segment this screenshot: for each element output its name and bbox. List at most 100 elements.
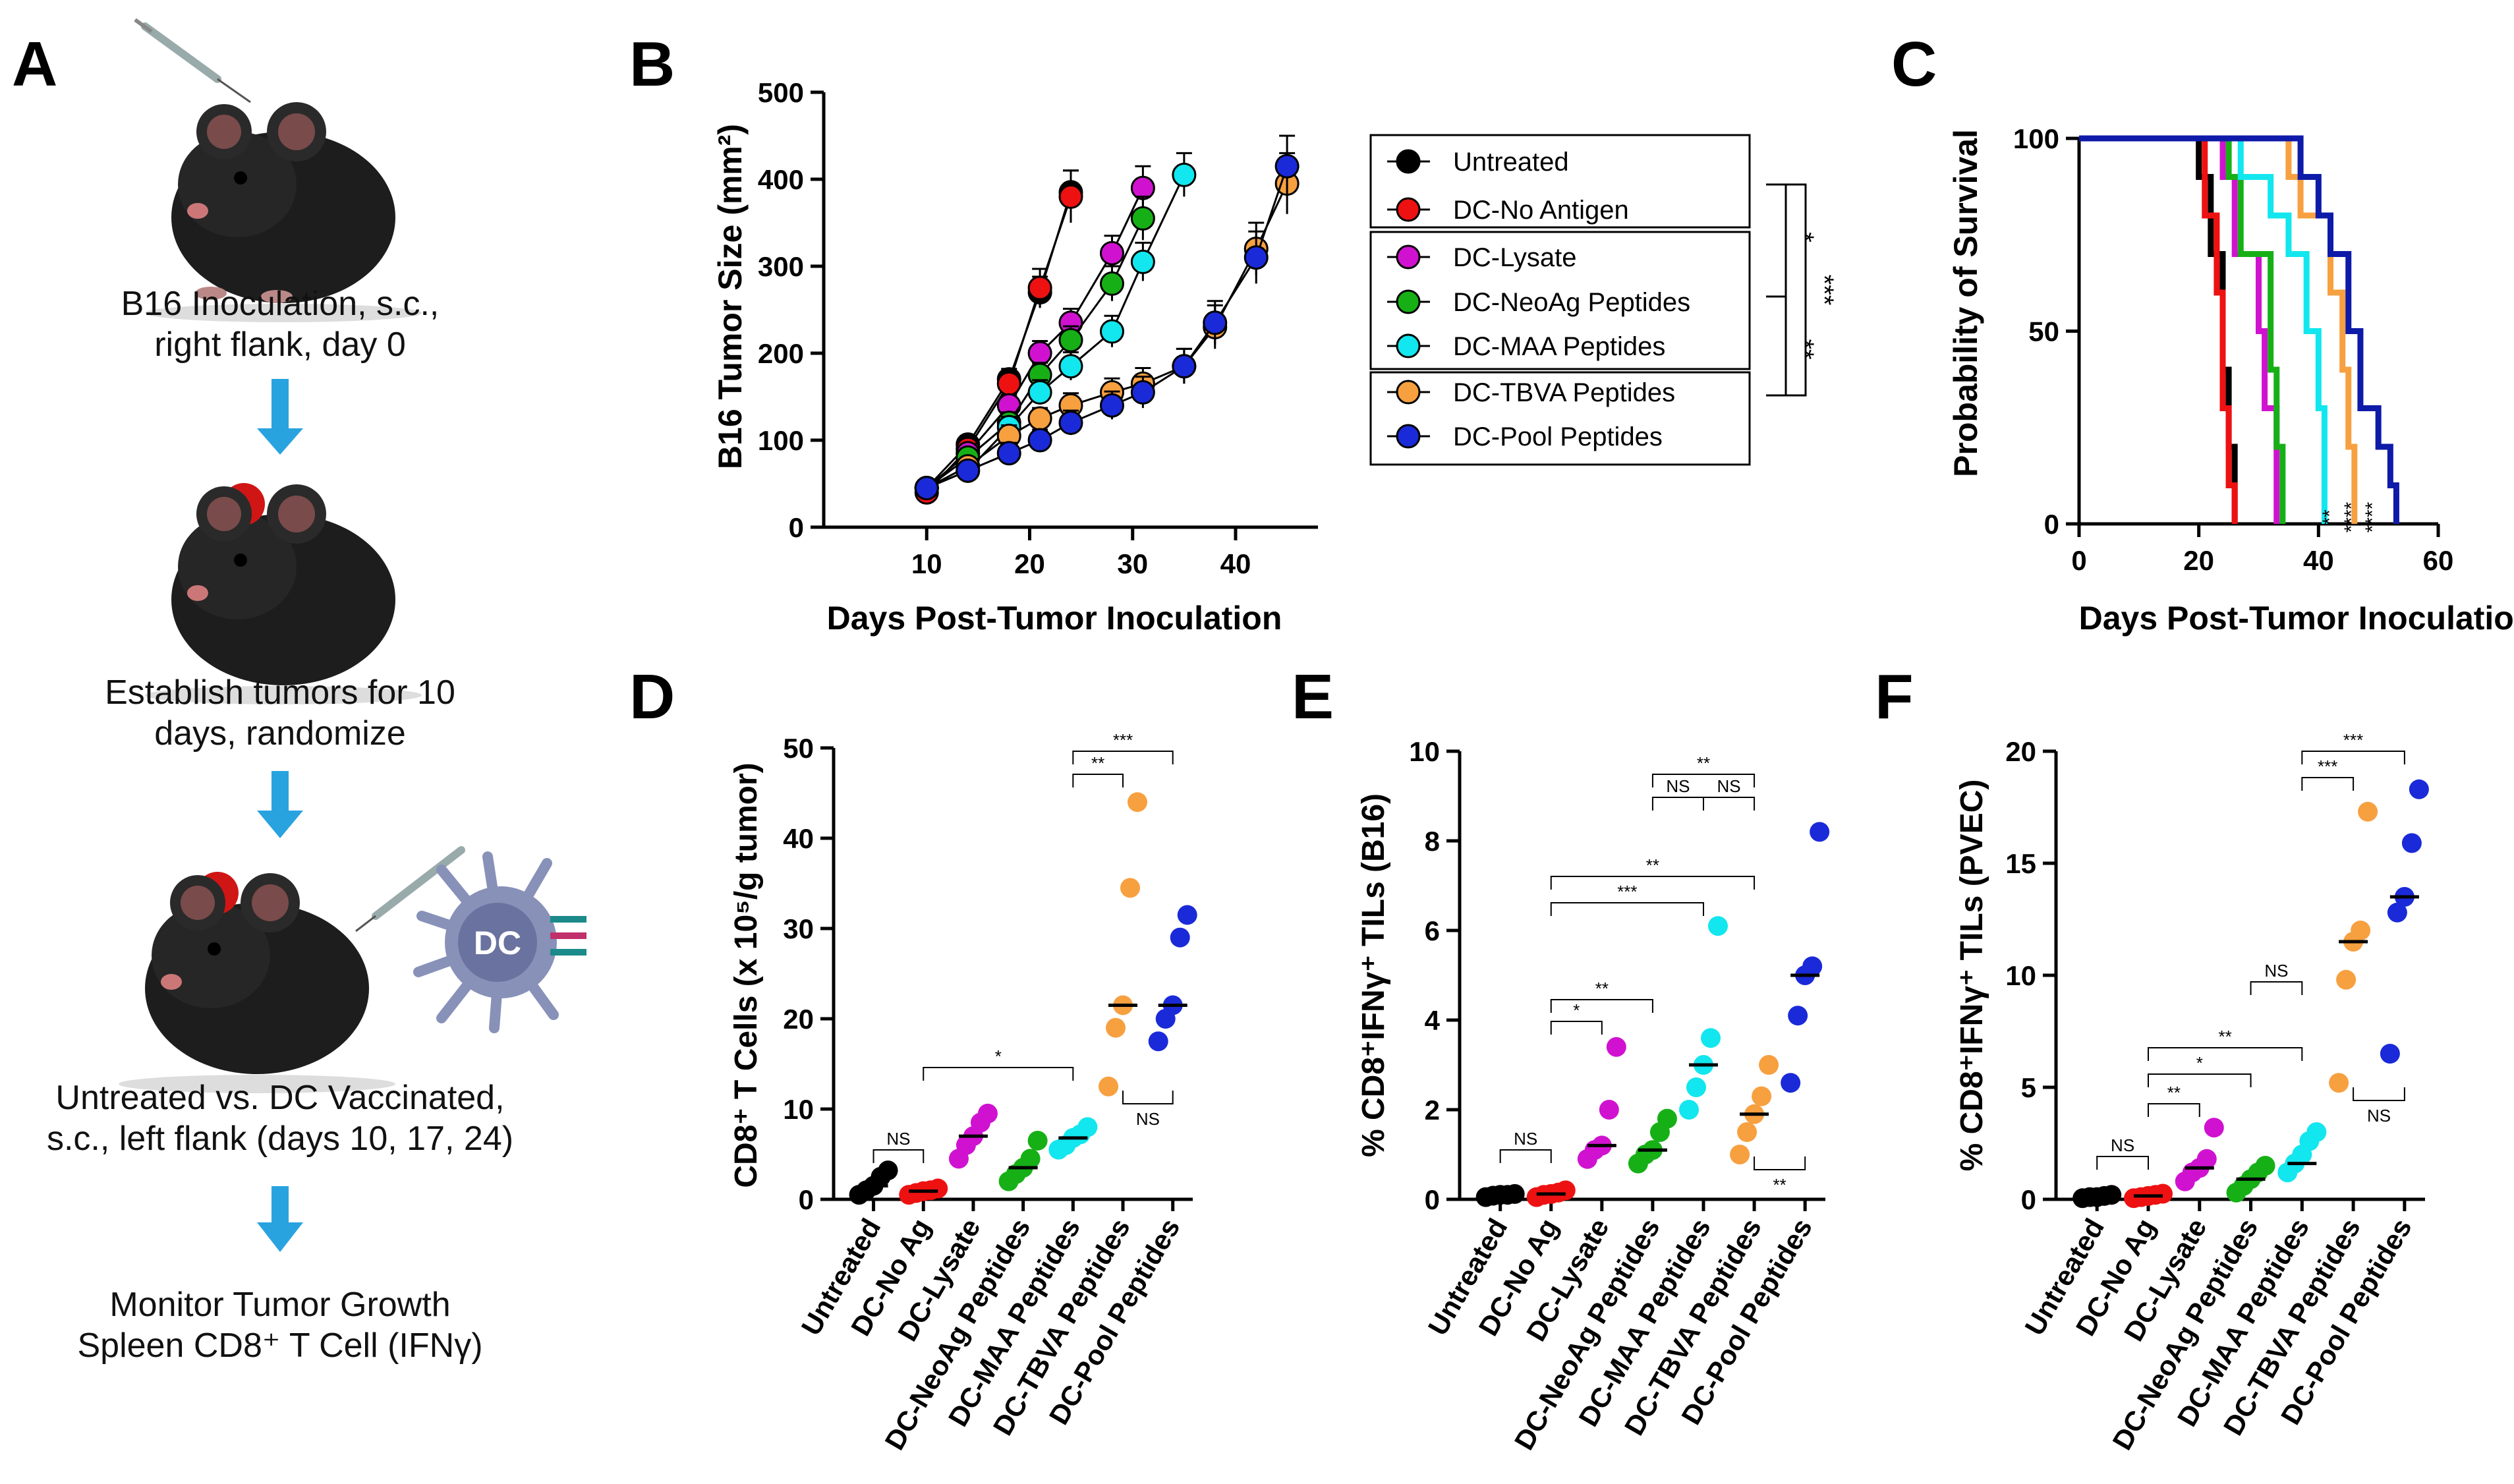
legend-sig-3: ***: [1810, 275, 1839, 306]
legend-label-untreated: Untreated: [1453, 148, 1569, 177]
schematic-panel: B16 Inoculation, s.c., right flank, day …: [47, 18, 586, 1365]
chartF-y-tick-label: 0: [2021, 1184, 2036, 1215]
significance-bracket: [1550, 1021, 1603, 1035]
step2-line2: days, randomize: [154, 714, 406, 753]
legend-label-dc-pool-peptides: DC-Pool Peptides: [1453, 422, 1663, 451]
data-point-dc-neoag-peptides: [1020, 1149, 1041, 1169]
chart-b-legend: Untreated DC-No Antigen DC-Lysate DC-NeoAg …: [1369, 134, 1839, 466]
chartF-y-tick-label: 5: [2021, 1072, 2036, 1103]
data-point-dc-maa-peptides: [1100, 319, 1124, 344]
data-point-dc-no-antigen: [1058, 184, 1083, 209]
legend-marker-dc-maa-peptides: [1396, 333, 1421, 358]
significance-bracket: [2148, 1047, 2303, 1061]
data-point-dc-maa-peptides: [2306, 1122, 2327, 1142]
chart-b-xlabel: Days Post-Tumor Inoculation: [827, 600, 1282, 637]
data-point-dc-pool-peptides: [1203, 310, 1228, 335]
data-point-dc-neoag-peptides: [2255, 1156, 2275, 1176]
data-point-dc-lysate: [2204, 1118, 2224, 1138]
significance-bracket: [2096, 1156, 2149, 1170]
chartE-y-tick-label: 4: [1425, 1005, 1441, 1036]
data-point-dc-lysate: [1027, 341, 1052, 366]
chart-b-x-tick-label: 30: [1117, 548, 1148, 579]
data-point-dc-pool-peptides: [1177, 905, 1197, 925]
legend-marker-dc-lysate: [1396, 244, 1421, 270]
chart-b-tumor-growth: 0 100 200 300 400 500 10 20 30 40 Days Post-Tumor…: [712, 77, 1318, 637]
chartD-y-tick-label: 10: [783, 1094, 814, 1125]
data-point-dc-pool-peptides: [2409, 779, 2429, 799]
chartD-y-tick-label: 0: [799, 1184, 814, 1215]
data-point-dc-pool-peptides: [1788, 1006, 1808, 1026]
data-point-dc-pool-peptides: [1243, 245, 1269, 270]
chart-c-sig-label: ****: [2362, 501, 2384, 532]
significance-label: ***: [2318, 756, 2337, 776]
legend-marker-untreated: [1396, 149, 1421, 174]
significance-label: NS: [2367, 1106, 2391, 1126]
step1-line2: right flank, day 0: [154, 326, 406, 364]
significance-label: NS: [2111, 1135, 2134, 1155]
data-point-untreated: [2101, 1185, 2122, 1205]
data-point-dc-pool-peptides: [1274, 154, 1300, 179]
chartE-y-tick-label: 10: [1409, 736, 1440, 767]
panel-label-b: B: [629, 29, 675, 100]
significance-bracket: [2148, 1103, 2200, 1117]
legend-marker-dc-tbva-peptides: [1396, 380, 1421, 405]
data-point-dc-pool-peptides: [1027, 428, 1052, 453]
chart-b-y-tick-label: 100: [758, 425, 804, 456]
chart-c-xlabel: Days Post-Tumor Inoculation: [2079, 600, 2514, 637]
data-point-dc-no-antigen: [928, 1178, 948, 1199]
data-point-dc-neoag-peptides: [1027, 1130, 1048, 1151]
significance-bracket: [1550, 876, 1756, 890]
chart-c-x-tick-label: 0: [2071, 545, 2086, 576]
step4-line2: Spleen CD8⁺ T Cell (IFNγ): [77, 1327, 482, 1365]
legend-label-dc-no-antigen: DC-No Antigen: [1453, 196, 1629, 225]
chart-b-y-tick-label: 200: [758, 338, 804, 369]
survival-curve-dc-pool-peptides: [2079, 135, 2399, 524]
legend-marker-dc-pool-peptides: [1396, 424, 1421, 449]
data-point-dc-maa-peptides: [1172, 162, 1197, 187]
significance-bracket: [1122, 1091, 1174, 1104]
significance-bracket: [1072, 774, 1124, 787]
legend-label-dc-lysate: DC-Lysate: [1453, 243, 1576, 272]
panel-label-e: E: [1292, 662, 1334, 732]
significance-label: **: [1697, 753, 1710, 773]
survival-curve-dc-no-antigen: [2079, 135, 2238, 524]
significance-label: NS: [2264, 961, 2288, 981]
step3-line1: Untreated vs. DC Vaccinated,: [55, 1079, 504, 1117]
significance-bracket: [923, 1067, 1074, 1081]
significance-label: **: [2167, 1083, 2181, 1102]
legend-box-tbva-pool: [1369, 371, 1751, 466]
legend-bracket-1: [1766, 183, 1787, 298]
data-point-dc-no-antigen: [1027, 275, 1052, 300]
data-point-dc-maa-peptides: [1027, 380, 1052, 405]
data-point-dc-tbva-peptides: [1737, 1122, 1757, 1142]
legend-bracket-2: [1766, 295, 1787, 397]
legend-sig-2: **: [1790, 339, 1819, 359]
significance-label: NS: [1136, 1109, 1160, 1129]
panel-label-f: F: [1875, 662, 1914, 732]
significance-bracket: [2353, 1087, 2405, 1101]
data-point-dc-pool-peptides: [1170, 927, 1190, 948]
significance-label: *: [995, 1046, 1002, 1066]
data-point-dc-maa-peptides: [1679, 1100, 1699, 1120]
chart-d-ylabel: CD8⁺ T Cells (x 10⁵/g tumor): [729, 762, 764, 1187]
data-point-dc-lysate: [1606, 1037, 1626, 1057]
data-point-dc-maa-peptides: [1130, 249, 1155, 274]
data-point-dc-tbva-peptides: [1759, 1055, 1779, 1075]
chart-b-y-tick-label: 400: [758, 164, 804, 195]
significance-label: **: [1091, 753, 1104, 773]
significance-label: ***: [1113, 730, 1133, 750]
chartD-y-tick-label: 50: [783, 733, 814, 764]
legend-marker-dc-neoag-peptides: [1396, 289, 1421, 314]
data-point-dc-pool-peptides: [996, 441, 1021, 466]
chart-c-x-tick-label: 60: [2423, 545, 2454, 576]
chart-e-ylabel: % CD8⁺IFNγ⁺ TILs (B16): [1356, 793, 1391, 1157]
data-point-dc-maa-peptides: [1058, 354, 1083, 379]
significance-bracket: [1754, 1156, 1806, 1170]
chart-c-sig-label: **: [2319, 509, 2341, 525]
data-point-dc-pool-peptides: [1058, 411, 1083, 436]
data-point-dc-tbva-peptides: [1120, 878, 1141, 898]
data-point-dc-lysate: [2196, 1149, 2217, 1169]
data-point-dc-pool-peptides: [2401, 833, 2422, 853]
